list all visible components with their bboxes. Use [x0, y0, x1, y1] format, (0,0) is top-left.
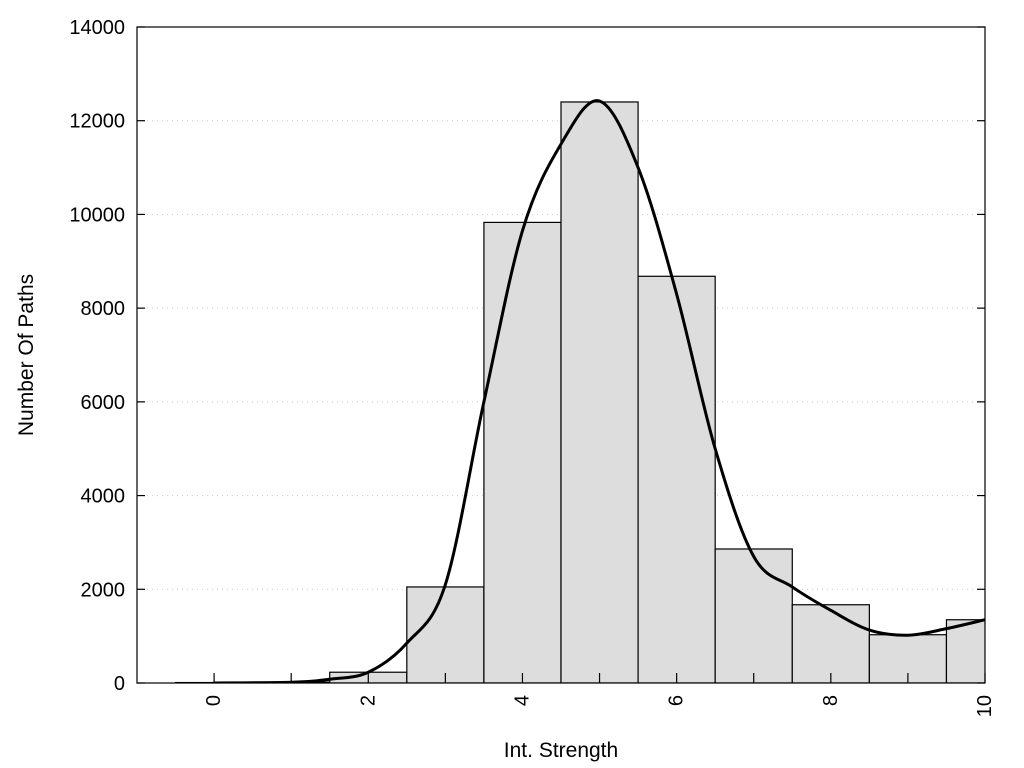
bar — [791, 604, 870, 683]
y-tick-label: 12000 — [69, 111, 125, 133]
plot-frame — [136, 26, 986, 684]
bar — [406, 586, 485, 683]
y-tick-label: 14000 — [69, 17, 125, 39]
y-tick-labels: 0 2000 4000 6000 8000 10000 12000 14000 — [69, 17, 125, 695]
x-tick-label: 10 — [974, 695, 996, 717]
x-tick-label: 4 — [511, 695, 533, 706]
bar — [945, 619, 985, 683]
y-tick-label: 8000 — [81, 298, 126, 320]
fit-curve-layer — [212, 99, 985, 683]
bar — [483, 221, 562, 683]
y-tick-label: 10000 — [69, 204, 125, 226]
bar — [714, 548, 793, 683]
bar — [637, 275, 716, 683]
y-axis-label: Number Of Paths — [15, 274, 38, 436]
x-axis-label: Int. Strength — [504, 739, 618, 762]
y-tick-label: 6000 — [81, 392, 126, 414]
x-tick-label: 0 — [203, 695, 225, 706]
fit-curve — [212, 99, 985, 683]
x-tick-label: 8 — [820, 695, 842, 706]
y-tick-label: 4000 — [81, 486, 126, 508]
bars — [174, 101, 985, 683]
x-tick-labels: 0 2 4 6 8 10 — [203, 695, 996, 717]
axis-ticks — [137, 26, 986, 684]
bar — [560, 101, 639, 683]
x-tick-label: 6 — [666, 695, 688, 706]
x-tick-label: 2 — [357, 695, 379, 706]
y-tick-label: 2000 — [81, 579, 126, 601]
y-tick-label: 0 — [114, 673, 125, 695]
